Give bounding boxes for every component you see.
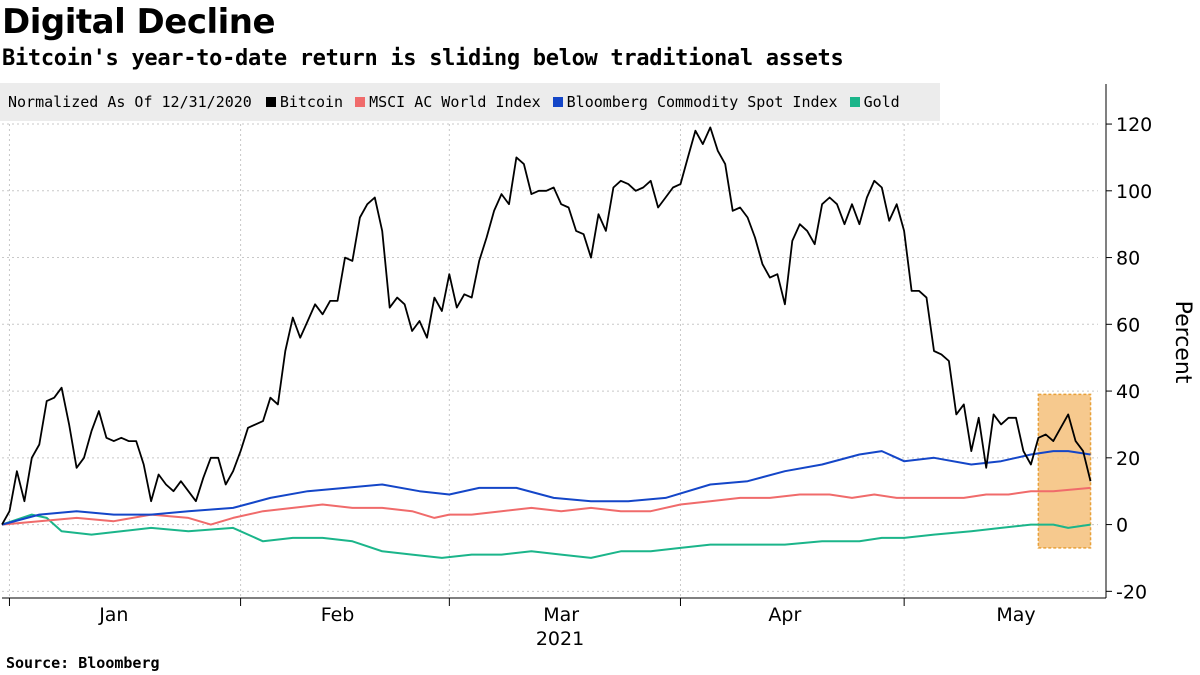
series-line-bloomberg-commodity-spot-index xyxy=(1,450,1091,526)
y-axis-label: Percent xyxy=(1170,301,1195,384)
y-tick-label: 0 xyxy=(1116,515,1128,537)
grid-layer xyxy=(2,123,1098,598)
legend-item-commodity: Bloomberg Commodity Spot Index xyxy=(552,93,838,111)
x-tick-label-mar: Mar xyxy=(543,604,579,626)
legend-item-gold: Gold xyxy=(849,93,900,111)
legend-item-bitcoin: Bitcoin xyxy=(265,93,344,111)
x-axis-year-label: 2021 xyxy=(536,628,584,650)
legend-label-msci: MSCI AC World Index xyxy=(369,93,541,111)
legend-normalization-note: Normalized As Of 12/31/2020 xyxy=(8,93,252,111)
y-tick-label: 100 xyxy=(1116,181,1152,203)
series-line-bitcoin xyxy=(1,126,1092,526)
x-tick-label-apr: Apr xyxy=(768,604,801,626)
axis-layer: -20 0 20 40 60 80 100 120 Jan Feb Mar Apr May xyxy=(2,84,1152,626)
series-line-msci-ac-world-index xyxy=(1,486,1091,526)
chart-title: Digital Decline xyxy=(2,2,276,42)
legend-swatch-bitcoin xyxy=(265,97,276,107)
legend: Normalized As Of 12/31/2020 Bitcoin MSCI… xyxy=(0,83,940,121)
x-tick-label-feb: Feb xyxy=(321,604,355,626)
y-tick-label: 80 xyxy=(1116,248,1140,270)
legend-swatch-msci xyxy=(355,97,366,107)
legend-label-commodity: Bloomberg Commodity Spot Index xyxy=(566,93,838,111)
y-tick-label: 20 xyxy=(1116,448,1140,470)
chart-subtitle: Bitcoin's year-to-date return is sliding… xyxy=(2,46,844,71)
y-tick-label: -20 xyxy=(1116,581,1147,603)
x-tick-label-jan: Jan xyxy=(98,604,128,626)
legend-swatch-gold xyxy=(849,97,860,107)
legend-label-bitcoin: Bitcoin xyxy=(279,93,344,111)
legend-swatch-commodity xyxy=(552,97,563,107)
x-tick-label-may: May xyxy=(996,604,1035,626)
legend-label-gold: Gold xyxy=(863,93,900,111)
y-tick-label: 120 xyxy=(1116,114,1152,136)
y-tick-label: 60 xyxy=(1116,314,1140,336)
series-layer xyxy=(1,126,1092,559)
legend-item-msci: MSCI AC World Index xyxy=(355,93,541,111)
source-note: Source: Bloomberg xyxy=(6,654,160,672)
y-tick-label: 40 xyxy=(1116,381,1140,403)
series-line-gold xyxy=(1,513,1091,559)
